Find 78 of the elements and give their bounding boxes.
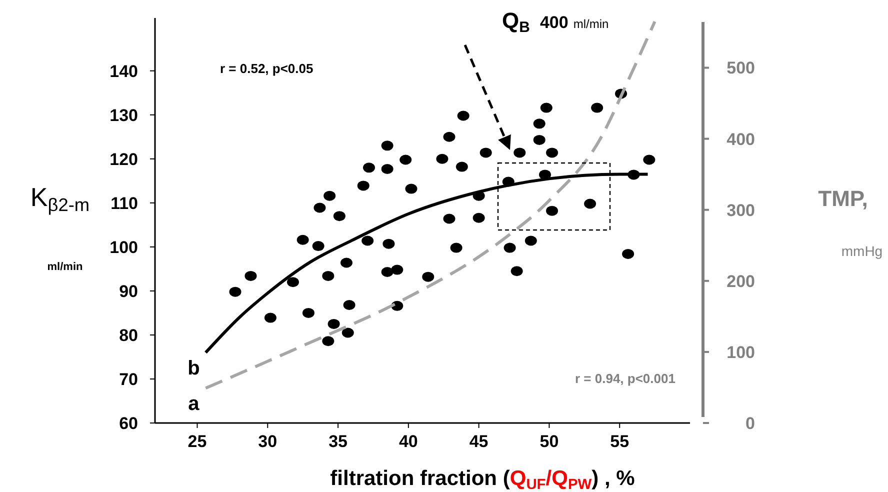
point xyxy=(343,300,356,310)
point xyxy=(422,272,434,282)
point xyxy=(381,267,394,278)
point xyxy=(312,241,324,252)
x-tick-label: 30 xyxy=(258,432,278,451)
point xyxy=(533,118,546,129)
point xyxy=(443,132,456,142)
y2-tick-label: 400 xyxy=(726,130,755,149)
y-tick-label: 90 xyxy=(119,282,138,301)
point xyxy=(450,242,462,253)
series-label: a xyxy=(188,393,200,416)
y-tick-label: 80 xyxy=(119,326,138,345)
y2-tick-label: 300 xyxy=(726,200,755,220)
text: TMP, mmHg xyxy=(818,186,883,259)
point xyxy=(456,162,468,172)
point xyxy=(540,102,552,113)
y2-tick-label: 200 xyxy=(726,272,755,291)
annotation: r = 0.52, p<0.05 xyxy=(220,61,314,76)
point xyxy=(229,286,242,297)
x-tick-label: 25 xyxy=(188,432,207,451)
point xyxy=(340,258,352,268)
point xyxy=(546,148,558,158)
point xyxy=(314,202,326,213)
point xyxy=(296,234,309,245)
annotation: r = 0.94, p<0.001 xyxy=(575,371,676,386)
point xyxy=(391,264,404,275)
point xyxy=(643,154,656,165)
y2-tick-label: 100 xyxy=(726,342,755,362)
x-axis-title: filtration fraction (Q$_{UF}$/Q$_{PW}$) , % xyxy=(330,467,636,492)
point xyxy=(436,154,448,164)
point xyxy=(472,212,485,223)
point xyxy=(322,336,334,346)
point xyxy=(443,214,456,224)
y-tick-label: 140 xyxy=(110,62,138,81)
point xyxy=(324,190,336,201)
point xyxy=(328,318,340,329)
point xyxy=(480,148,492,158)
point xyxy=(524,236,537,246)
point xyxy=(510,266,523,276)
y-tick-label: 70 xyxy=(119,370,138,389)
y-tick-label: 100 xyxy=(110,238,138,257)
point xyxy=(333,211,346,222)
x-tick-label: 50 xyxy=(540,432,559,451)
point xyxy=(264,312,276,323)
point xyxy=(546,206,558,216)
point xyxy=(584,198,596,209)
annotation: Q$_{B}$ 400 ml/min xyxy=(502,8,609,36)
y-tick-label: 130 xyxy=(110,106,138,125)
point xyxy=(322,270,334,281)
point xyxy=(591,102,604,113)
point xyxy=(622,248,634,259)
point xyxy=(357,180,370,191)
point xyxy=(286,277,299,288)
point xyxy=(457,110,470,121)
x-tick-label: 45 xyxy=(469,432,488,451)
y2-tick-label: 0 xyxy=(746,414,755,433)
point xyxy=(405,184,418,194)
point xyxy=(400,154,412,165)
series-label: b xyxy=(188,358,200,380)
point xyxy=(363,162,375,173)
point xyxy=(514,148,526,158)
y2-tick-label: 500 xyxy=(726,58,755,78)
x-tick-label: 55 xyxy=(610,432,630,451)
point xyxy=(362,236,374,246)
y-tick-label: 60 xyxy=(119,414,138,433)
point xyxy=(342,328,354,338)
point xyxy=(381,164,394,174)
point xyxy=(382,238,395,249)
point xyxy=(244,270,257,281)
point xyxy=(381,140,394,151)
point xyxy=(504,242,516,253)
point xyxy=(533,134,546,145)
text: K$_{β2-m}$ ml/min xyxy=(30,182,90,273)
x-tick-label: 40 xyxy=(398,432,418,451)
y-tick-label: 110 xyxy=(110,194,138,213)
point xyxy=(302,308,314,318)
x-tick-label: 35 xyxy=(328,432,348,451)
y-tick-label: 120 xyxy=(110,150,138,169)
